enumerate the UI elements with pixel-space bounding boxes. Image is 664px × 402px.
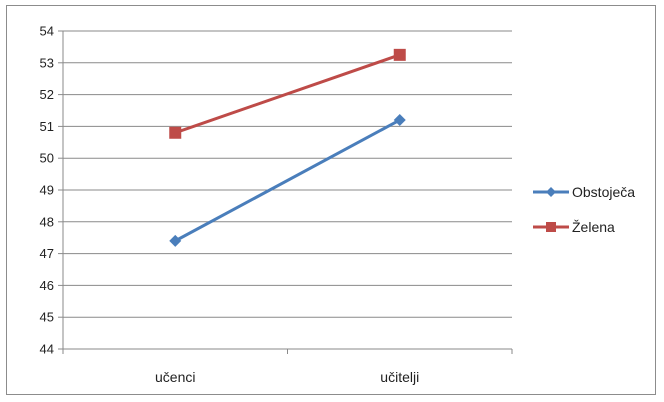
- legend-label: Obstoječa: [572, 184, 635, 200]
- x-tick-label: učitelji: [380, 369, 419, 385]
- data-point-diamond: [169, 234, 182, 247]
- series-line: [174, 53, 401, 135]
- series-line: [174, 118, 401, 243]
- y-tick-label: 48: [40, 214, 54, 229]
- data-point-diamond: [393, 114, 406, 127]
- chart-frame: [6, 5, 656, 395]
- y-tick-label: 47: [40, 246, 54, 261]
- data-point-square: [169, 126, 182, 139]
- x-tick-labels: učenci učitelji: [155, 369, 419, 385]
- y-tick-label: 54: [40, 24, 54, 39]
- x-tick-label: učenci: [155, 369, 195, 385]
- y-tick-label: 46: [40, 278, 54, 293]
- y-tick-label: 45: [40, 310, 54, 325]
- y-tick-label: 44: [40, 342, 54, 357]
- y-tick-label: 49: [40, 183, 54, 198]
- legend-marker-square: [546, 222, 556, 232]
- y-tick-labels: 44 45 46 47 48 49 50 51 52 53 54: [40, 24, 54, 357]
- y-tick-label: 52: [40, 87, 54, 102]
- legend: Obstoječa Želena: [533, 184, 635, 235]
- y-tick-label: 50: [40, 151, 54, 166]
- gridlines: [63, 30, 512, 318]
- legend-marker-diamond: [546, 187, 556, 197]
- series-group: [169, 48, 406, 247]
- legend-label: Želena: [572, 219, 615, 235]
- y-tick-label: 51: [40, 119, 54, 134]
- axes: [58, 30, 513, 354]
- data-point-square: [393, 48, 406, 61]
- y-tick-label: 53: [40, 55, 54, 70]
